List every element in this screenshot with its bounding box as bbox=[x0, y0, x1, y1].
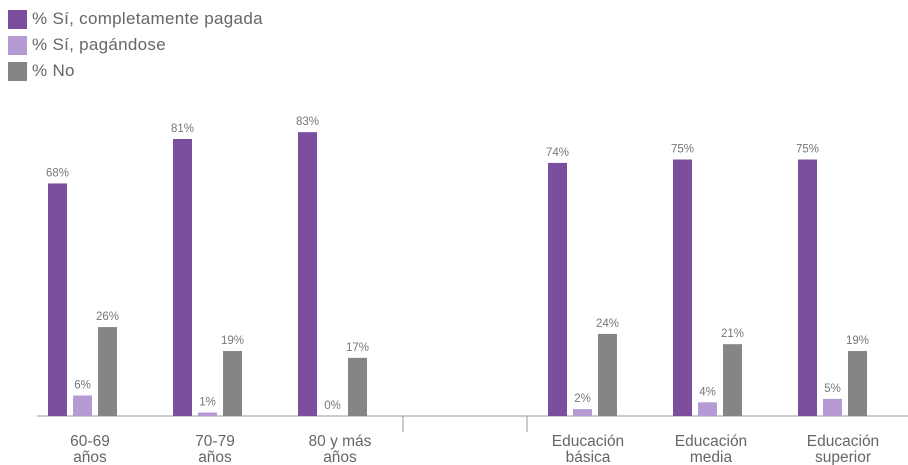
bar-education-2-series-2 bbox=[848, 351, 867, 416]
legend-item-no: % No bbox=[8, 60, 263, 82]
category-label-age-1-line-1: años bbox=[198, 449, 232, 465]
legend-item-pagandose: % Sí, pagándose bbox=[8, 34, 263, 56]
bar-education-1-series-1 bbox=[698, 402, 717, 416]
legend-swatch-no bbox=[8, 61, 27, 81]
data-label-education-0-series-2: 24% bbox=[596, 318, 619, 330]
bar-education-0-series-1 bbox=[573, 409, 592, 416]
data-label-age-1-series-2: 19% bbox=[221, 335, 244, 347]
bar-age-1-series-2 bbox=[223, 351, 242, 416]
data-label-age-0-series-2: 26% bbox=[96, 311, 119, 323]
data-label-education-2-series-1: 5% bbox=[824, 383, 841, 395]
category-label-age-0-line-1: años bbox=[73, 449, 107, 465]
category-label-education-2-line-1: superior bbox=[815, 449, 871, 465]
bar-education-1-series-2 bbox=[723, 344, 742, 416]
bar-education-2-series-1 bbox=[823, 398, 842, 416]
category-label-age-0-line-0: 60-69 bbox=[70, 433, 110, 450]
category-label-age-2-line-0: 80 y más bbox=[309, 433, 372, 450]
data-label-education-0-series-1: 2% bbox=[574, 393, 591, 405]
data-label-education-1-series-2: 21% bbox=[721, 328, 744, 340]
category-label-education-1-line-0: Educación bbox=[675, 433, 747, 450]
data-label-education-2-series-0: 75% bbox=[796, 144, 819, 156]
data-label-education-1-series-0: 75% bbox=[671, 144, 694, 156]
data-label-age-0-series-0: 68% bbox=[46, 167, 69, 179]
category-label-education-2-line-0: Educación bbox=[807, 433, 879, 450]
bar-age-0-series-1 bbox=[73, 395, 92, 416]
legend-label-completamente-pagada: % Sí, completamente pagada bbox=[32, 9, 263, 28]
bar-age-0-series-2 bbox=[98, 327, 117, 416]
bar-education-2-series-0 bbox=[798, 159, 817, 416]
bar-age-1-series-0 bbox=[173, 138, 192, 417]
data-label-age-0-series-1: 6% bbox=[74, 379, 91, 391]
data-label-education-1-series-1: 4% bbox=[699, 386, 716, 398]
data-label-education-0-series-0: 74% bbox=[546, 147, 569, 159]
chart-legend: % Sí, completamente pagada % Sí, pagándo… bbox=[8, 8, 263, 86]
legend-swatch-completamente-pagada bbox=[8, 9, 27, 29]
bar-age-0-series-0 bbox=[48, 183, 67, 416]
legend-label-no: % No bbox=[32, 61, 75, 80]
legend-swatch-pagandose bbox=[8, 35, 27, 55]
data-label-age-2-series-0: 83% bbox=[296, 116, 319, 128]
category-label-age-1-line-0: 70-79 bbox=[195, 433, 235, 450]
category-label-education-0-line-1: básica bbox=[566, 449, 611, 465]
data-label-age-2-series-1: 0% bbox=[324, 400, 341, 412]
data-label-age-1-series-1: 1% bbox=[199, 397, 216, 409]
legend-label-pagandose: % Sí, pagándose bbox=[32, 35, 166, 54]
bar-age-2-series-0 bbox=[298, 132, 317, 416]
data-label-age-1-series-0: 81% bbox=[171, 123, 194, 135]
bar-age-1-series-1 bbox=[198, 412, 217, 416]
category-label-age-2-line-1: años bbox=[323, 449, 357, 465]
data-label-education-2-series-2: 19% bbox=[846, 335, 869, 347]
bar-age-2-series-2 bbox=[348, 357, 367, 416]
category-label-education-1-line-1: media bbox=[690, 449, 733, 465]
data-label-age-2-series-2: 17% bbox=[346, 342, 369, 354]
bar-education-1-series-0 bbox=[673, 159, 692, 416]
bar-education-0-series-0 bbox=[548, 162, 567, 416]
bar-education-0-series-2 bbox=[598, 333, 617, 416]
category-label-education-0-line-0: Educación bbox=[552, 433, 624, 450]
legend-item-completamente-pagada: % Sí, completamente pagada bbox=[8, 8, 263, 30]
